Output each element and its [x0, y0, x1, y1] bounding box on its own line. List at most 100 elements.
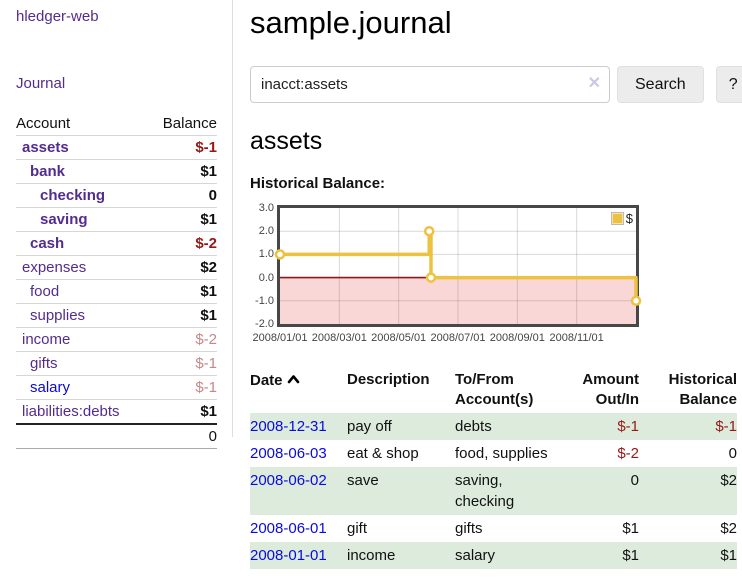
- transaction-row: 2008-01-01 income salary $1 $1: [250, 542, 737, 569]
- transaction-description: income: [347, 547, 396, 564]
- transaction-balance: 0: [728, 445, 737, 462]
- search-input[interactable]: [250, 66, 610, 103]
- transaction-amount: $-2: [617, 445, 639, 462]
- account-link-income[interactable]: income: [22, 331, 71, 348]
- account-row: cash $-2: [16, 231, 217, 256]
- transaction-row: 2008-06-01 gift gifts $1 $2: [250, 515, 737, 542]
- account-link-salary[interactable]: salary: [30, 379, 71, 396]
- account-link-supplies[interactable]: supplies: [30, 307, 86, 324]
- transaction-date-link[interactable]: 2008-06-03: [250, 445, 327, 462]
- chart-title: Historical Balance:: [250, 175, 386, 192]
- brand-link[interactable]: hledger-web: [16, 8, 99, 25]
- account-balance: $1: [200, 403, 217, 420]
- y-tick-label: 3.0: [258, 202, 274, 214]
- search-box: ✕: [250, 66, 610, 103]
- description-column-header: Description: [347, 371, 430, 388]
- account-link-food[interactable]: food: [30, 283, 60, 300]
- transaction-date-link[interactable]: 2008-12-31: [250, 418, 327, 435]
- transaction-date-link[interactable]: 2008-06-01: [250, 520, 327, 537]
- transaction-accounts: food, supplies: [455, 445, 548, 462]
- transaction-balance: $-1: [715, 418, 737, 435]
- y-tick-label: 0.0: [258, 271, 274, 284]
- chart-y-axis: 3.0 2.0 1.0 0.0 -1.0 -2.0: [250, 202, 274, 330]
- transaction-date-link[interactable]: 2008-06-02: [250, 472, 327, 489]
- transaction-amount: $-1: [617, 418, 639, 435]
- transaction-accounts: saving, checking: [455, 472, 515, 510]
- y-tick-label: 1.0: [258, 248, 274, 261]
- account-link-expenses[interactable]: expenses: [22, 259, 87, 276]
- account-balance: $-1: [195, 379, 217, 396]
- transaction-description: gift: [347, 520, 368, 537]
- transaction-accounts: debts: [455, 418, 492, 435]
- transaction-description: pay off: [347, 418, 392, 435]
- balance-column-header: Balance: [162, 115, 217, 132]
- amount-column-header: Amount Out/In: [582, 371, 639, 408]
- transaction-row: 2008-06-03 eat & shop food, supplies $-2…: [250, 440, 737, 467]
- chart-legend: $: [610, 211, 633, 226]
- transaction-row: 2008-06-02 save saving, checking 0 $2: [250, 467, 737, 515]
- chart-canvas: [274, 208, 642, 324]
- clear-search-icon[interactable]: ✕: [587, 75, 601, 92]
- search-form: ✕ Search ?: [250, 66, 742, 103]
- help-button[interactable]: ?: [715, 66, 742, 103]
- accounts-table: Account Balance assets $-1 bank $1 check…: [16, 112, 217, 449]
- account-row: gifts $-1: [16, 351, 217, 376]
- transaction-balance: $2: [720, 472, 737, 489]
- date-column-header[interactable]: Date: [250, 367, 347, 413]
- transaction-balance: $1: [720, 547, 737, 564]
- transaction-balance: $2: [720, 520, 737, 537]
- account-row: income $-2: [16, 327, 217, 352]
- sidebar-item-journal[interactable]: Journal: [16, 75, 66, 92]
- y-tick-label: -2.0: [255, 318, 274, 330]
- account-link-assets[interactable]: assets: [22, 139, 69, 156]
- account-link-bank[interactable]: bank: [30, 163, 66, 180]
- account-balance: $-1: [195, 139, 217, 156]
- account-row: checking 0: [16, 183, 217, 208]
- x-tick-label: 2008/11/01: [548, 332, 605, 345]
- account-balance: $-1: [195, 355, 217, 372]
- register-header-row: Date Description To/From Account(s) Amou…: [250, 367, 737, 413]
- account-row: bank $1: [16, 159, 217, 184]
- app-layout: hledger-web Journal Account Balance asse…: [0, 0, 742, 569]
- account-balance: $1: [200, 211, 217, 228]
- account-row: expenses $2: [16, 255, 217, 280]
- legend-label: $: [625, 211, 633, 226]
- series-swatch-icon: [610, 212, 624, 225]
- account-link-gifts[interactable]: gifts: [30, 355, 58, 372]
- account-balance: $1: [200, 307, 217, 324]
- tofrom-column-header: To/From Account(s): [455, 371, 534, 408]
- transaction-accounts: gifts: [455, 520, 483, 537]
- account-balance: $1: [200, 283, 217, 300]
- x-tick-label: 2008/05/01: [370, 332, 428, 345]
- y-tick-label: 2.0: [258, 225, 274, 238]
- account-row: saving $1: [16, 207, 217, 232]
- sidebar: hledger-web Journal Account Balance asse…: [0, 0, 233, 449]
- account-link-saving[interactable]: saving: [40, 211, 88, 228]
- chart-plot: $: [274, 205, 642, 327]
- register-account-heading: assets: [250, 127, 323, 155]
- transaction-amount: $1: [622, 547, 639, 564]
- search-button[interactable]: Search: [617, 66, 704, 103]
- account-balance: $1: [200, 163, 217, 180]
- page-title: sample.journal: [250, 5, 452, 40]
- account-row: food $1: [16, 279, 217, 304]
- sort-ascending-icon: [287, 370, 300, 390]
- x-tick-label: 2008/01/01: [251, 332, 309, 345]
- account-link-checking[interactable]: checking: [40, 187, 106, 204]
- account-link-liabilities-debts[interactable]: liabilities:debts: [22, 403, 120, 420]
- transaction-date-link[interactable]: 2008-01-01: [250, 547, 327, 564]
- account-row: liabilities:debts $1: [16, 399, 217, 425]
- transaction-accounts: salary: [455, 547, 496, 564]
- register-table: Date Description To/From Account(s) Amou…: [250, 367, 737, 569]
- transaction-description: save: [347, 472, 379, 489]
- account-link-cash[interactable]: cash: [30, 235, 65, 252]
- accounts-total-row: 0: [16, 424, 217, 449]
- account-balance: 0: [208, 187, 217, 204]
- y-tick-label: -1.0: [255, 294, 274, 307]
- accounts-total-value: 0: [208, 428, 217, 445]
- x-tick-label: 2008/07/01: [429, 332, 487, 345]
- transaction-amount: $1: [622, 520, 639, 537]
- account-row: salary $-1: [16, 375, 217, 400]
- main-content: sample.journal ✕ Search ? assets Histori…: [233, 0, 742, 569]
- x-tick-label: 2008/09/01: [488, 332, 546, 345]
